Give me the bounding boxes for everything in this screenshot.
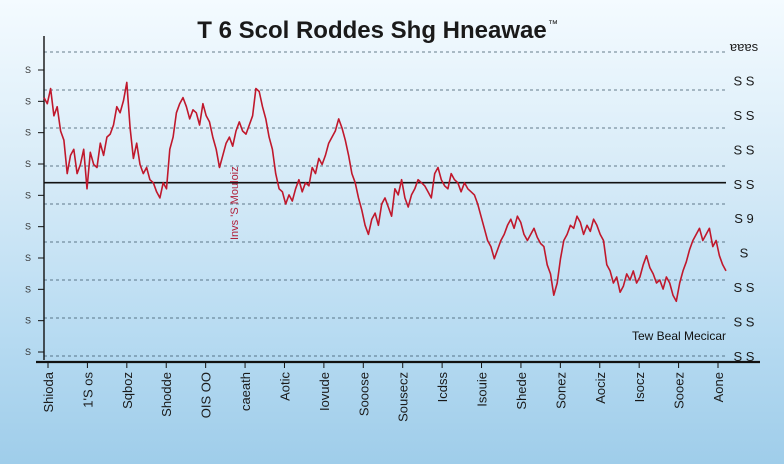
series-layer [43, 81, 727, 303]
left-tick-label: S [25, 347, 31, 357]
x-tick-label: OIS OO [199, 372, 214, 418]
x-tick-label: Isouie [475, 372, 490, 407]
x-tick-label: caeath [238, 372, 253, 411]
right-axis-ticks: ɐɐɐs S S S S S S S S S 9 S S S S S S S [730, 39, 759, 364]
right-tick-label: S S [734, 142, 755, 157]
x-tick-label: 1'S os [80, 372, 95, 408]
x-axis-ticks: Shioda 1'S os Sqboz Shodde OIS OO caeath Aotic… [41, 362, 726, 422]
x-tick-label: Sonez [553, 372, 568, 409]
axes [36, 36, 760, 364]
x-tick-label: Icdss [435, 372, 450, 403]
gridlines [44, 51, 726, 357]
right-tick-label: S 9 [734, 211, 754, 226]
left-tick-label: S [25, 128, 31, 138]
bottom-right-annotation: Tew Beal Mecicar [632, 329, 726, 343]
x-tick-label: Shioda [41, 371, 56, 412]
right-tick-label: S S [734, 177, 755, 192]
right-tick-label: S S [734, 280, 755, 295]
x-tick-label: Sousecz [396, 372, 411, 422]
left-tick-label: S [25, 222, 31, 232]
series-line [43, 81, 727, 303]
right-tick-label: S [740, 246, 749, 261]
right-tick-label: S S [734, 349, 755, 364]
right-tick-label: S S [734, 73, 755, 88]
x-tick-label: Shodde [159, 372, 174, 417]
right-tick-label: ɐɐɐs [730, 39, 759, 54]
x-tick-label: Sooose [356, 372, 371, 416]
title-suffix: ™ [548, 19, 558, 30]
left-tick-label: S [25, 96, 31, 106]
x-tick-label: Aone [711, 372, 726, 402]
right-tick-label: S S [734, 108, 755, 123]
x-tick-label: Iovude [317, 372, 332, 411]
left-tick-label: S [25, 159, 31, 169]
x-tick-label: Aotic [277, 372, 292, 401]
chart-title: T 6 Scol Roddes Shg Hneawae [197, 17, 546, 44]
left-tick-label: S [25, 284, 31, 294]
left-tick-label: S [25, 65, 31, 75]
vertical-annotation: Invs 'S Mouloiz [229, 166, 241, 240]
left-tick-label: S [25, 253, 31, 263]
right-tick-label: S S [734, 315, 755, 330]
left-tick-label: S [25, 190, 31, 200]
x-tick-label: Shede [514, 372, 529, 410]
left-axis-ticks: S S S S S S S S S S [25, 65, 44, 357]
x-tick-label: Sooez [672, 372, 687, 409]
x-tick-label: Isocz [632, 372, 647, 402]
x-tick-label: Aociz [593, 372, 608, 404]
x-tick-label: Sqboz [120, 372, 135, 409]
left-tick-label: S [25, 316, 31, 326]
